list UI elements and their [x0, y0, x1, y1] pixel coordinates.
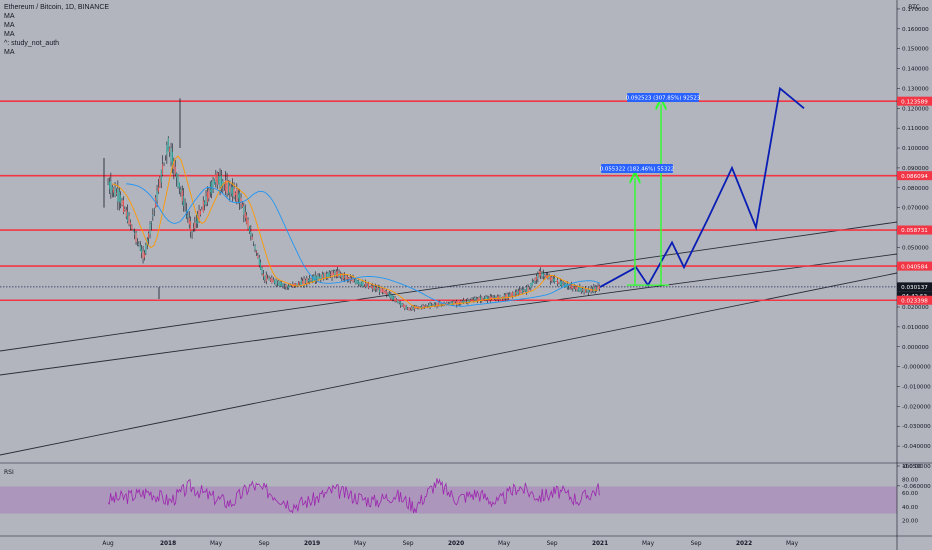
measure-label-box [601, 164, 673, 173]
level-badge [897, 96, 932, 106]
level-badge-text: 0.058731 [901, 228, 928, 234]
price-tick: 0.000000 [902, 345, 929, 351]
time-tick: 2022 [736, 541, 752, 547]
price-tick: 0.010000 [902, 325, 929, 331]
price-tick: 0.070000 [902, 206, 929, 212]
rsi-tick: 40.00 [902, 505, 918, 511]
level-badge-text: 0.023398 [901, 298, 928, 304]
time-tick: Sep [691, 541, 702, 547]
price-tick: 0.130000 [902, 86, 929, 92]
price-tick: 0.020000 [902, 305, 929, 311]
rsi-pane: RSI 100.00 80.00 60.00 40.00 20.00 [0, 464, 922, 524]
time-tick: Sep [403, 541, 414, 547]
level-badge-text: 0.123589 [901, 99, 928, 105]
price-tick: 0.170000 [902, 7, 929, 13]
price-tick: 0.080000 [902, 186, 929, 192]
level-badge [897, 261, 932, 271]
rsi-label: RSI [4, 469, 14, 476]
time-tick: May [210, 541, 223, 547]
rsi-tick: 100.00 [902, 464, 922, 470]
level-badge [897, 225, 932, 235]
time-tick: Aug [102, 541, 114, 547]
price-tick: 0.090000 [902, 166, 929, 172]
level-badge [897, 295, 932, 305]
level-badge-text: 0.086094 [901, 174, 928, 180]
level-badge [897, 282, 932, 292]
indicator-ma-2[interactable]: MA [4, 22, 15, 29]
time-tick: May [786, 541, 799, 547]
time-tick: 2020 [448, 541, 464, 547]
time-tick: Sep [547, 541, 558, 547]
price-tick: 0.150000 [902, 47, 929, 53]
time-tick: 2019 [304, 541, 320, 547]
rsi-tick: 80.00 [902, 478, 918, 484]
price-tick: 0.110000 [902, 126, 929, 132]
measure-label-box [627, 93, 699, 102]
indicator-study[interactable]: ^: study_not_auth [4, 40, 60, 47]
level-badge [897, 171, 932, 181]
price-pane: 0.092523 (307.85%) 92523 0.055322 (182.46… [0, 86, 898, 456]
time-tick: 2021 [592, 541, 608, 547]
price-tick: 0.140000 [902, 67, 929, 73]
price-tick: -0.000000 [902, 365, 931, 371]
price-tick: -0.040000 [902, 444, 931, 450]
ma-line-blue [125, 183, 601, 307]
indicator-ma-3[interactable]: MA [4, 31, 15, 38]
indicator-ma-1[interactable]: MA [4, 13, 15, 20]
price-tick: 0.050000 [902, 245, 929, 251]
time-tick: May [642, 541, 655, 547]
price-tick: 0.100000 [902, 146, 929, 152]
price-tick: -0.060000 [902, 484, 931, 490]
price-tick: -0.050000 [902, 464, 931, 470]
level-badge-text: 0.030137 [901, 285, 928, 291]
chart-legend: Ethereum / Bitcoin, 1D, BINANCE MA MA MA… [4, 3, 109, 57]
trend-line [0, 253, 898, 376]
price-tick: -0.020000 [902, 404, 931, 410]
time-tick: May [498, 541, 511, 547]
rsi-band [0, 486, 897, 514]
price-unit-label: BTC [908, 4, 920, 11]
price-tick: -0.010000 [902, 384, 931, 390]
rsi-tick: 20.00 [902, 518, 918, 524]
time-tick: 2018 [160, 541, 176, 547]
level-badge-text: 0.040584 [901, 264, 928, 270]
time-tick: May [354, 541, 367, 547]
time-tick: Sep [259, 541, 270, 547]
rsi-tick: 60.00 [902, 491, 918, 497]
measure-label: 0.055322 (182.46%) 55322 [600, 167, 675, 173]
rsi-line [107, 478, 600, 514]
trend-line [0, 272, 898, 456]
price-tick: 0.160000 [902, 27, 929, 33]
price-tick: -0.030000 [902, 424, 931, 430]
projection-path [599, 86, 805, 288]
price-tick: 0.120000 [902, 106, 929, 112]
indicator-ma-5[interactable]: MA [4, 49, 15, 56]
measure-label: 0.092523 (307.85%) 92523 [626, 96, 701, 102]
ma-line-orange [111, 155, 598, 309]
symbol-title[interactable]: Ethereum / Bitcoin, 1D, BINANCE [4, 4, 110, 11]
